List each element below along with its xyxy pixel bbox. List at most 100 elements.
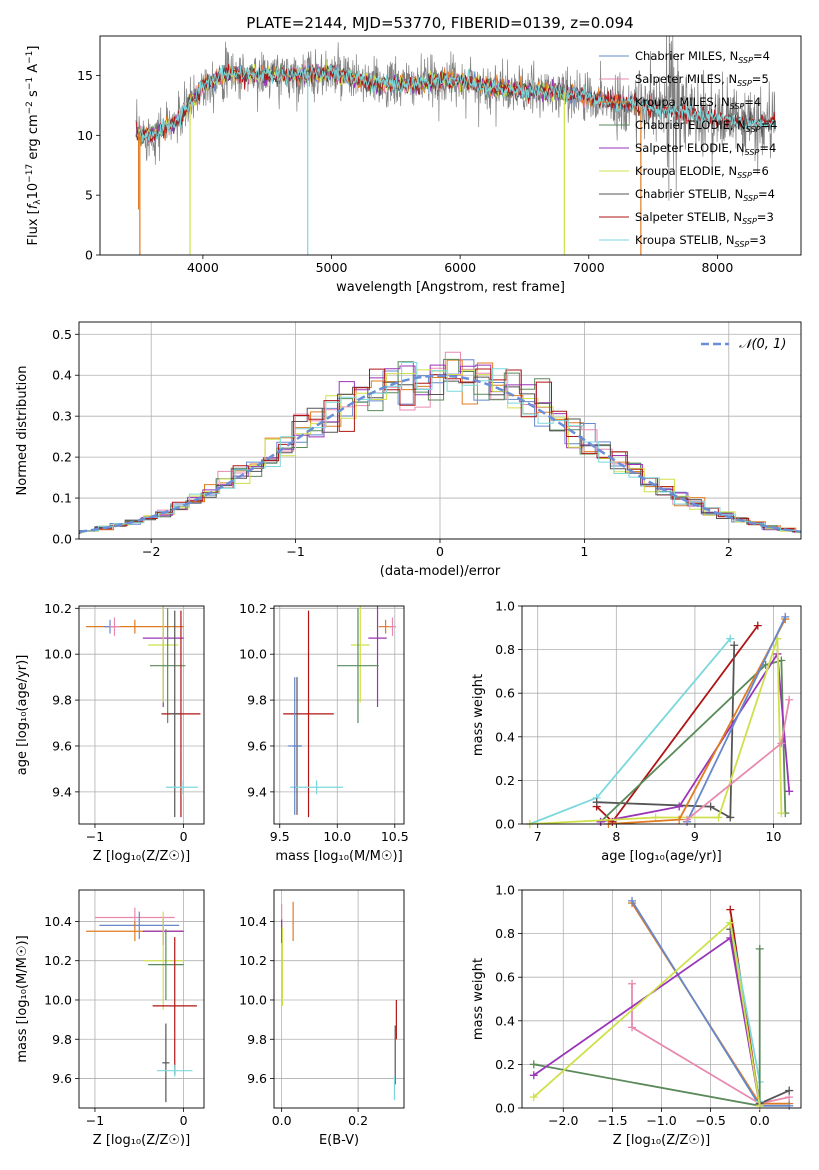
residuals-panel: −2 −1 0 1 2 0.0 0.1 0.2 0.3 0.4 0.5 (data-model)/er… bbox=[15, 321, 802, 579]
errorbar-salpeter-stelib bbox=[161, 610, 201, 818]
y-tick-label: 9.6 bbox=[247, 738, 267, 753]
weight-vs-age-panel: 7 8 9 10 0.0 0.2 0.4 0.6 0.8 1.0 age [log₁₀(age/yr… bbox=[471, 599, 802, 864]
y-tick-label: 0.2 bbox=[52, 450, 72, 465]
axes-frame bbox=[78, 321, 802, 540]
x-axis-label: Z [log₁₀(Z/Z☉)] bbox=[613, 1133, 710, 1148]
y-axis-label: mass weight bbox=[471, 674, 486, 756]
y-tick-label: 1.0 bbox=[495, 883, 515, 898]
errorbar-salpeter-miles bbox=[109, 617, 120, 636]
weight-marker bbox=[785, 695, 794, 704]
y-tick-label: 0.8 bbox=[495, 642, 515, 657]
histogram-kroupa-miles bbox=[79, 359, 801, 533]
x-tick-label: 10.0 bbox=[323, 829, 351, 844]
weight-marker bbox=[683, 815, 692, 824]
y-tick-label: 10.2 bbox=[239, 953, 267, 968]
y-tick-label: 0.4 bbox=[495, 1013, 515, 1028]
x-axis-label: Z [log₁₀(Z/Z☉)] bbox=[93, 1133, 190, 1148]
weight-marker bbox=[726, 905, 735, 914]
y-tick-label: 0.3 bbox=[52, 409, 72, 424]
x-tick-label: 9.5 bbox=[270, 829, 290, 844]
x-tick-label: 0 bbox=[180, 1113, 188, 1128]
y-tick-label: 0.4 bbox=[52, 368, 72, 383]
x-tick-label: 0 bbox=[436, 544, 444, 559]
x-axis-label: (data-model)/error bbox=[380, 564, 501, 579]
mass-vs-ebv-panel: 0.0 0.2 9.6 9.8 10.0 10.2 10.4 E(B-V) bbox=[239, 889, 405, 1148]
errorbar-kroupa-elodie bbox=[351, 606, 370, 703]
y-tick-label: 10.0 bbox=[44, 992, 72, 1007]
x-tick-label: 10 bbox=[766, 829, 782, 844]
y-tick-label: 9.4 bbox=[247, 784, 267, 799]
errorbar-kroupa-elodie bbox=[148, 606, 179, 703]
x-tick-label: 4000 bbox=[187, 260, 219, 275]
x-tick-label: 7000 bbox=[573, 260, 605, 275]
weight-marker bbox=[785, 787, 794, 796]
x-tick-label: 9 bbox=[691, 829, 699, 844]
weight-marker bbox=[781, 612, 790, 621]
errorbar-chabrier-elodie bbox=[148, 929, 184, 1000]
y-axis-label: Normed distribution bbox=[15, 366, 30, 496]
y-tick-label: 0 bbox=[85, 248, 93, 263]
weight-marker bbox=[755, 944, 764, 953]
x-tick-label: 0.0 bbox=[272, 1113, 292, 1128]
model-spectrum-kroupa-stelib bbox=[136, 64, 776, 143]
legend-entry: Kroupa STELIB, NSSP=3 bbox=[635, 233, 766, 249]
errorbar-salpeter-miles bbox=[389, 617, 396, 636]
x-tick-label: −1.0 bbox=[646, 1113, 676, 1128]
weight-marker bbox=[628, 1023, 637, 1032]
x-tick-label: −0.5 bbox=[695, 1113, 725, 1128]
weight-marker bbox=[529, 1060, 538, 1069]
y-tick-label: 10.4 bbox=[239, 914, 267, 929]
normal-curve bbox=[79, 374, 801, 534]
x-axis-label: age [log₁₀(age/yr)] bbox=[601, 849, 722, 864]
weight-marker bbox=[785, 1086, 794, 1095]
y-tick-label: 9.8 bbox=[247, 1032, 267, 1047]
y-tick-label: 0.1 bbox=[52, 491, 72, 506]
x-tick-label: −2.0 bbox=[548, 1113, 578, 1128]
mass-vs-z-panel: −1 0 9.6 9.8 10.0 10.2 10.4 Z [log₁₀(Z/Z☉)] mass… bbox=[15, 889, 205, 1148]
errorbar-chabrier-miles bbox=[287, 677, 302, 815]
weight-marker bbox=[675, 815, 684, 824]
y-tick-label: 10.2 bbox=[44, 953, 72, 968]
weight-marker bbox=[651, 813, 660, 822]
model-spectrum-salpeter-elodie bbox=[136, 63, 564, 141]
y-tick-label: 0.5 bbox=[52, 327, 72, 342]
weight-marker bbox=[596, 817, 605, 826]
age-vs-mass-panel: 9.5 10.0 10.5 9.4 9.6 9.8 10.0 10.2 mass [log₁₀(… bbox=[239, 601, 409, 864]
x-tick-label: −1 bbox=[86, 1113, 104, 1128]
errorbar-kroupa-miles bbox=[86, 619, 184, 634]
x-tick-label: 2 bbox=[725, 544, 733, 559]
y-tick-label: 0.8 bbox=[495, 926, 515, 941]
x-axis-label: Z [log₁₀(Z/Z☉)] bbox=[93, 849, 190, 864]
x-tick-label: −1 bbox=[286, 544, 304, 559]
axes-frame bbox=[78, 889, 205, 1109]
weight-marker bbox=[628, 896, 637, 905]
y-tick-label: 0.6 bbox=[495, 970, 515, 985]
weight-vs-z-panel: −2.0 −1.5 −1.0 −0.5 0.0 0.0 0.2 0.4 0.6 0.8 1.0 Z [… bbox=[471, 883, 802, 1148]
weight-line-salpeter-miles bbox=[631, 983, 790, 1105]
x-axis-label: E(B-V) bbox=[319, 1133, 359, 1148]
weight-marker bbox=[726, 634, 735, 643]
y-tick-label: 5 bbox=[85, 188, 93, 203]
y-axis-label: mass weight bbox=[471, 958, 486, 1040]
x-tick-label: −2 bbox=[142, 544, 160, 559]
x-axis-label: mass [log₁₀(M/M☉)] bbox=[275, 849, 402, 864]
y-tick-label: 9.6 bbox=[52, 738, 72, 753]
x-tick-label: −1 bbox=[86, 829, 104, 844]
weight-marker bbox=[730, 641, 739, 650]
weight-marker bbox=[675, 802, 684, 811]
x-tick-label: 0.0 bbox=[750, 1113, 770, 1128]
weight-line-kroupa-elodie bbox=[533, 920, 761, 1106]
legend-entry: Salpeter STELIB, NSSP=3 bbox=[635, 210, 774, 226]
errorbar-salpeter-stelib bbox=[152, 937, 197, 1075]
weight-line-chabrier-miles bbox=[686, 616, 787, 823]
errorbar-kroupa-stelib bbox=[290, 780, 344, 795]
errorbar-salpeter-stelib bbox=[283, 610, 334, 818]
weight-line-salpeter-elodie bbox=[600, 651, 791, 823]
weight-marker bbox=[755, 1101, 764, 1110]
errorbar-chabrier-miles bbox=[99, 911, 180, 940]
weight-line-kroupa-elodie bbox=[529, 638, 783, 824]
weight-marker bbox=[777, 739, 786, 748]
x-tick-label: 1 bbox=[580, 544, 588, 559]
x-axis-label: wavelength [Angstrom, rest frame] bbox=[336, 280, 565, 295]
